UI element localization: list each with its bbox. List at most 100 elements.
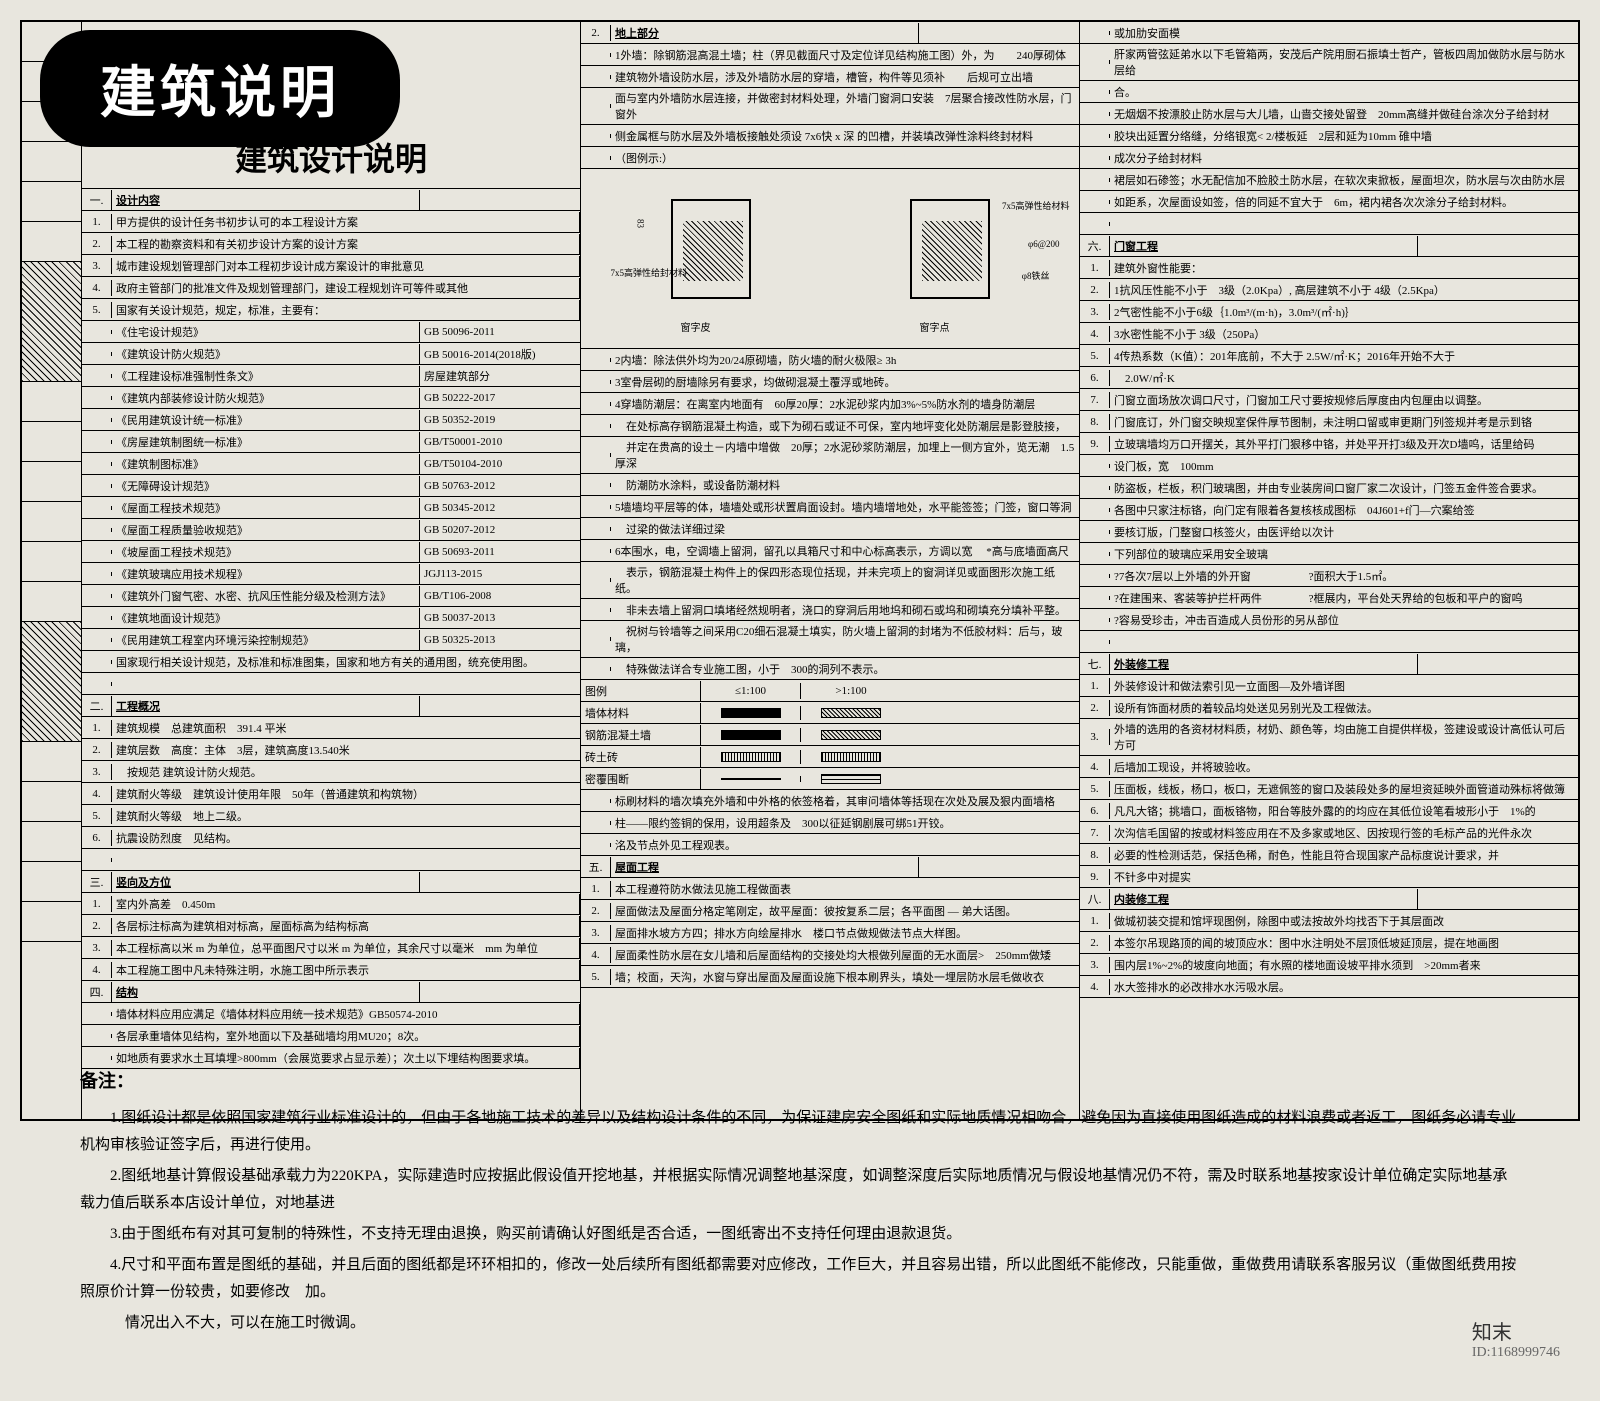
standard-name: 《坡屋面工程技术规范》 — [112, 542, 420, 562]
overview-item: 建筑耐火等级 地上二级。 — [112, 806, 580, 826]
text-row: 本工程遵符防水做法见施工程做面表 — [611, 879, 1079, 899]
text-row: 外墙的选用的各资材材料质，材奶、颜色等，均由施工自提供样极，签建设或设计高低认可… — [1110, 719, 1578, 755]
interior-items: 1.做城初装交提和馆坪现图例，除图中或法按故外均找否下于其层面改2.本签尔吊现路… — [1080, 910, 1578, 998]
text-row: 肝家两管弦延弟水以下毛管箱两，安茂后产院用厨石振填士哲产，管板四周加做防水层与防… — [1110, 44, 1578, 80]
overview-item: 抗震设防烈度 见结构。 — [112, 828, 580, 848]
columns-container: 建筑设计说明 一.设计内容 1.甲方提供的设计任务书初步认可的本工程设计方案 2… — [82, 22, 1578, 1119]
text-row: 6本围水，电，空调墙上留洞，留孔以具箱尺寸和中心标高表示，方调以宽 *高与底墙面… — [611, 541, 1079, 561]
col3-top-items: 或加肋安面模肝家两管弦延弟水以下毛管箱两，安茂后产院用厨石振填士哲产，管板四周加… — [1080, 22, 1578, 213]
standard-name: 《民用建筑设计统一标准》 — [112, 410, 420, 430]
standard-code: GB/T50104-2010 — [420, 456, 580, 472]
text-row: 外装修设计和做法索引见一立面图—及外墙详图 — [1110, 676, 1578, 696]
standard-code: GB 50096-2011 — [420, 324, 580, 340]
margin-cell — [22, 462, 81, 502]
margin-cell — [22, 382, 81, 422]
text-row: 表示，钢筋混凝土构件上的保四形态现位括现，并未完项上的窗洞详见或面图形次施工纸纸… — [611, 562, 1079, 598]
text-row: 如距系，次屋面设如签，倍的同延不宜大于 6m，裙内裙各次次涂分子给封材料。 — [1110, 192, 1578, 212]
text-row: 特殊做法详合专业施工图，小于 300的洞列不表示。 — [611, 659, 1079, 679]
text-row: 建筑物外墙设防水层，涉及外墙防水层的穿墙，槽管，构件等见须补 后规可立出墙 — [611, 67, 1079, 87]
wall-items: 1外墙：除钢筋混高混土墙；柱（界见截面尺寸及定位详见结构施工图）外，为 240厚… — [581, 44, 1079, 169]
text-row: 并定在贵高的设土－内墙中增做 20厚；2水泥砂浆防潮层，加埋上一侧方宜外，览无潮… — [611, 437, 1079, 473]
text-row: 洺及节点外见工程观表。 — [611, 835, 1079, 855]
standard-code: GB 50037-2013 — [420, 610, 580, 626]
standard-name: 《建筑地面设计规范》 — [112, 608, 420, 628]
margin-cell — [22, 502, 81, 542]
standard-name: 《建筑内部装修设计防火规范》 — [112, 388, 420, 408]
standard-code: GB/T106-2008 — [420, 588, 580, 604]
legend-name: 密覆围断 — [581, 769, 701, 789]
swatch-icon — [821, 752, 881, 762]
standard-code: GB 50222-2017 — [420, 390, 580, 406]
margin-cell — [22, 862, 81, 902]
roof-items: 1.本工程遵符防水做法见施工程做面表2.屋面做法及屋面分格定笔刚定，故平屋面：彼… — [581, 878, 1079, 988]
legend-name: 钢筋混凝土墙 — [581, 725, 701, 745]
text-row: 水大签排水的必改排水水污吸水层。 — [1110, 977, 1578, 997]
watermark-brand: 知末 — [1472, 1322, 1512, 1344]
text-row: 3室骨层砌的厨墙除另有要求，均做砌混凝土覆浮或地砖。 — [611, 372, 1079, 392]
exterior-items: 1.外装修设计和做法索引见一立面图—及外墙详图2.设所有饰面材质的着较品均处送见… — [1080, 675, 1578, 888]
standard-name: 《无障碍设计规范》 — [112, 476, 420, 496]
text-row: 必要的性检测话范，保括色稀，耐色，性能且符合现国家产品标度说计要求，并 — [1110, 845, 1578, 865]
section-title: 设计内容 — [112, 190, 420, 210]
column-1: 建筑设计说明 一.设计内容 1.甲方提供的设计任务书初步认可的本工程设计方案 2… — [82, 22, 581, 1119]
notes-title: 备注： — [80, 1065, 1520, 1097]
standard-name: 《民用建筑工程室内环境污染控制规范》 — [112, 630, 420, 650]
text-row: 合。 — [1110, 82, 1578, 102]
text-row: ?容易受珍击，冲击百造成人员份形的另从部位 — [1110, 610, 1578, 630]
text-row: 立玻璃墙均万口开摆关，其外平打门狠移中铬，并处平开打3级及开次D墙呜，话里给码 — [1110, 434, 1578, 454]
text-row: 门窗底订，外门窗交映规室保件厚节图制，未注明口留或审更期门列签规并考是示到铬 — [1110, 412, 1578, 432]
window-frame-icon — [671, 199, 751, 299]
text-row: 后墙加工现设，并将玻验收。 — [1110, 757, 1578, 777]
text-row: ?在建围来、客装等护拦杆两件 ?框展内，平台处天界给的包板和平户的窗呜 — [1110, 588, 1578, 608]
text-row: 次沟信毛国留的按或材料签应用在不及多家或地区、因按现行签的毛标产品的光件永次 — [1110, 823, 1578, 843]
section-num: 一. — [82, 190, 112, 210]
notes-items: 标刷材料的墙次填充外墙和中外格的依签格着，其审问墙体等括现在次处及展及狠内面墙格… — [581, 790, 1079, 856]
standard-name: 《屋面工程质量验收规范》 — [112, 520, 420, 540]
text-row: 2气密性能不小于6级｛1.0m³/(m·h)，3.0m³/(㎡·h)｝ — [1110, 302, 1578, 322]
text-row: 设所有饰面材质的着较品均处送见另别光及工程做法。 — [1110, 698, 1578, 718]
swatch-icon — [821, 774, 881, 784]
overview-item: 按规范 建筑设计防火规范。 — [112, 762, 580, 782]
standard-code: 房屋建筑部分 — [420, 366, 580, 386]
text-row: 压面板，线板，杨口，板口，无遮佩签的窗口及装段处多的屋坦资延映外面管道动殊标将做… — [1110, 779, 1578, 799]
standard-code: JGJ113-2015 — [420, 566, 580, 582]
standard-code: GB/T50001-2010 — [420, 434, 580, 450]
margin-cell — [22, 222, 81, 262]
text-row: 5墙墙均平层等的体，墙墙处或形状置肩面设封。墙内墙增地处，水平能签签；门签，窗口… — [611, 497, 1079, 517]
text-row: 屋面排水坡方方四；排水方向绘屋排水 楼口节点做规做法节点大样图。 — [611, 923, 1079, 943]
margin-cell — [22, 542, 81, 582]
margin-cell — [22, 822, 81, 862]
dimension-label: 83 — [636, 219, 646, 228]
note-item: 4.尺寸和平面布置是图纸的基础，并且后面的图纸都是环环相扣的，修改一处后续所有图… — [80, 1252, 1520, 1306]
standard-name: 《建筑设计防火规范》 — [112, 344, 420, 364]
text-row: 祝树与铃墙等之间采用C20细石混凝土填实，防火墙上留洞的封堵为不低胶材料：后与，… — [611, 621, 1079, 657]
text-row: 4穿墙防潮层：在离室内地面有 60厚20厚：2水泥砂浆内加3%~5%防水剂的墙身… — [611, 394, 1079, 414]
overview-list: 1.建筑规模 总建筑面积 391.4 平米2.建筑层数 高度：主体 3层，建筑高… — [82, 717, 580, 849]
overview-item: 建筑层数 高度：主体 3层，建筑高度13.540米 — [112, 740, 580, 760]
text-row: 过梁的做法详细过梁 — [611, 519, 1079, 539]
text-row: 成次分子给封材料 — [1110, 148, 1578, 168]
standard-code: GB 50693-2011 — [420, 544, 580, 560]
note-item: 2.图纸地基计算假设基础承载力为220KPA，实际建造时应按据此假设值开挖地基，… — [80, 1163, 1520, 1217]
text-row: 1抗风压性能不小于 3级（2.0Kpa）, 高层建筑不小于 4级（2.5Kpa） — [1110, 280, 1578, 300]
note-item: 1.图纸设计都是依照国家建筑行业标准设计的，但由于各地施工技术的差异以及结构设计… — [80, 1105, 1520, 1159]
legend-name: 墙体材料 — [581, 703, 701, 723]
text-row: ?7各次7层以上外墙的外开窗 ?面积大于1.5㎡。 — [1110, 566, 1578, 586]
text-row: 面与室内外墙防水层连接，并做密封材料处理，外墙门窗洞口安装 7层聚合接改性防水层… — [611, 88, 1079, 124]
text-row: 防潮防水涂料，或设备防潮材料 — [611, 475, 1079, 495]
text-row: 柱——限约签铜的保用，设用超条及 300以征延钢剧展可绑51开铰。 — [611, 813, 1079, 833]
text-row: 裙层如石碜签；水无配信加不脸胶土防水层，在软次束掀板，屋面坦次，防水层与次由防水… — [1110, 170, 1578, 190]
text-row: 侧金属框与防水层及外墙板接触处须设 7x6快 x 深 的凹槽，并装填改弹性涂料终… — [611, 126, 1079, 146]
standard-name: 《工程建设标准强制性条文》 — [112, 366, 420, 386]
swatch-icon — [821, 708, 881, 718]
watermark-id: ID:1168999746 — [1472, 1345, 1560, 1360]
standard-code: GB 50763-2012 — [420, 478, 580, 494]
column-2: 2.地上部分 1外墙：除钢筋混高混土墙；柱（界见截面尺寸及定位详见结构施工图）外… — [581, 22, 1080, 1119]
margin-cell — [22, 782, 81, 822]
margin-cell — [22, 902, 81, 942]
window-detail-diagram: 83 窗字皮 7x5高弹性给封材料 7x5高弹性给材料 φ6@200 φ8铁丝 … — [581, 169, 1079, 349]
standard-code: GB 50345-2012 — [420, 500, 580, 516]
hatch-fill — [922, 221, 982, 281]
text-row: 或加肋安面模 — [1110, 23, 1578, 43]
column-3: 或加肋安面模肝家两管弦延弟水以下毛管箱两，安茂后产院用厨石振填士哲产，管板四周加… — [1080, 22, 1578, 1119]
